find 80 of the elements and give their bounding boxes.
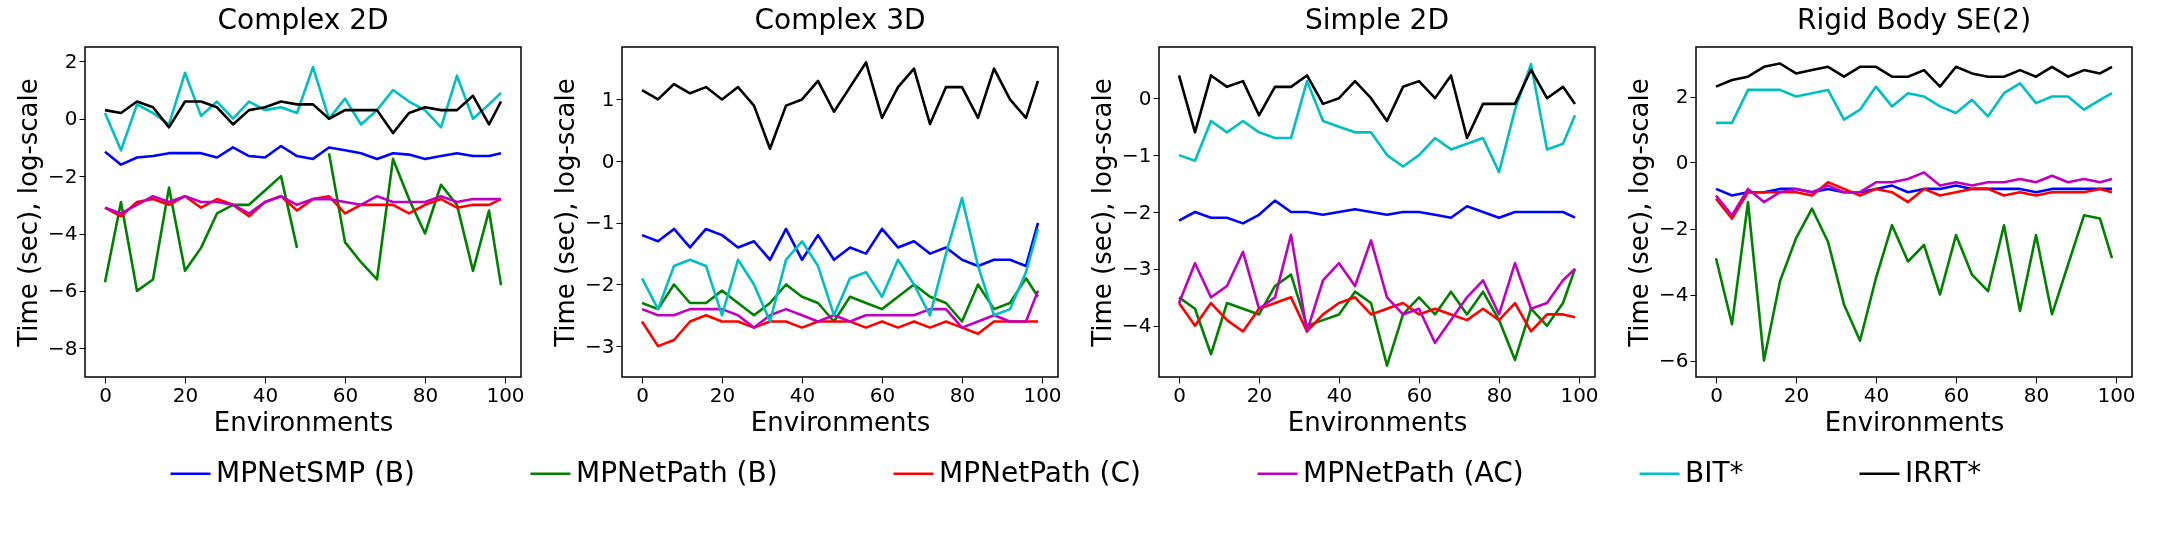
legend-label: MPNetPath (B)	[576, 455, 778, 489]
line-series	[640, 61, 1040, 151]
y-tick-label: −2	[585, 271, 615, 296]
line-series	[103, 94, 503, 135]
x-tick-label: 100	[1023, 382, 1062, 407]
chart-title: Simple 2D	[1305, 3, 1449, 36]
line-series	[1714, 200, 2114, 362]
y-tick-label: −3	[585, 333, 615, 358]
y-tick-label: −1	[1122, 142, 1152, 167]
y-tick-label: −1	[585, 210, 615, 235]
x-tick-label: 60	[869, 382, 896, 407]
y-tick-label: −6	[48, 278, 78, 303]
line-series	[640, 289, 1040, 329]
y-tick-label: −4	[48, 221, 78, 246]
y-tick-label: −6	[1659, 348, 1689, 372]
y-axis-title: Time (sec), log-scale	[1624, 78, 1655, 348]
x-tick-label: 80	[412, 382, 439, 407]
line-series	[1177, 68, 1577, 140]
legend-label: BIT*	[1685, 455, 1744, 489]
line-series	[103, 144, 503, 166]
chart-title: Complex 3D	[754, 3, 926, 36]
y-tick-label: 1	[601, 86, 615, 111]
y-tick-label: 0	[601, 148, 615, 173]
x-axis-title: Environments	[1824, 406, 2005, 437]
line-series	[1177, 62, 1577, 174]
y-tick-label: −2	[1122, 199, 1152, 224]
line-series	[640, 221, 1040, 268]
x-tick-label: 60	[1943, 382, 1970, 407]
legend-label: MPNetPath (AC)	[1303, 455, 1524, 489]
x-tick-label: 80	[1486, 382, 1513, 407]
line-series	[1177, 233, 1577, 345]
x-tick-label: 0	[636, 382, 649, 407]
y-tick-label: −4	[1659, 282, 1689, 306]
y-tick-label: 0	[1675, 150, 1689, 174]
x-axis-title: Environments	[750, 406, 931, 437]
x-tick-label: 80	[949, 382, 976, 407]
y-axis-title: Time (sec), log-scale	[550, 78, 581, 348]
x-tick-label: 20	[172, 382, 199, 407]
line-series	[1177, 199, 1577, 225]
x-tick-label: 20	[1246, 382, 1273, 407]
y-tick-label: −2	[1659, 216, 1689, 240]
line-series	[103, 65, 503, 152]
x-axis-title: Environments	[213, 406, 394, 437]
line-series	[1714, 82, 2114, 125]
chart-title: Rigid Body SE(2)	[1796, 3, 2032, 36]
y-tick-label: 2	[64, 48, 78, 73]
line-series	[1714, 171, 2114, 217]
x-tick-label: 100	[1560, 382, 1599, 407]
x-axis-title: Environments	[1287, 406, 1468, 437]
y-tick-label: −8	[48, 335, 78, 360]
legend-label: IRRT*	[1905, 455, 1982, 489]
y-axis-title: Time (sec), log-scale	[1087, 78, 1118, 348]
chart-title: Complex 2D	[217, 3, 389, 36]
line-series	[1714, 62, 2114, 88]
x-tick-label: 0	[1173, 382, 1186, 407]
y-tick-label: 0	[1138, 85, 1152, 110]
x-tick-label: 80	[2023, 382, 2050, 407]
x-tick-label: 100	[486, 382, 525, 407]
y-axis-title: Time (sec), log-scale	[13, 78, 44, 348]
line-series	[1714, 181, 2114, 220]
x-tick-label: 40	[1326, 382, 1353, 407]
y-tick-label: −2	[48, 163, 78, 188]
x-tick-label: 40	[252, 382, 279, 407]
x-tick-label: 40	[1863, 382, 1890, 407]
y-tick-label: −4	[1122, 313, 1152, 338]
x-tick-label: 60	[1406, 382, 1433, 407]
x-tick-label: 0	[1710, 382, 1723, 407]
x-tick-label: 60	[332, 382, 359, 407]
y-tick-label: −3	[1122, 256, 1152, 281]
x-tick-label: 20	[1783, 382, 1810, 407]
y-tick-label: 0	[64, 106, 78, 131]
legend-label: MPNetSMP (B)	[216, 455, 415, 489]
x-tick-label: 100	[2097, 382, 2136, 407]
legend-label: MPNetPath (C)	[939, 455, 1142, 489]
x-tick-label: 40	[789, 382, 816, 407]
line-series	[1177, 296, 1577, 333]
x-tick-label: 20	[709, 382, 736, 407]
x-tick-label: 0	[99, 382, 112, 407]
line-series	[640, 196, 1040, 323]
y-tick-label: 2	[1675, 84, 1689, 108]
